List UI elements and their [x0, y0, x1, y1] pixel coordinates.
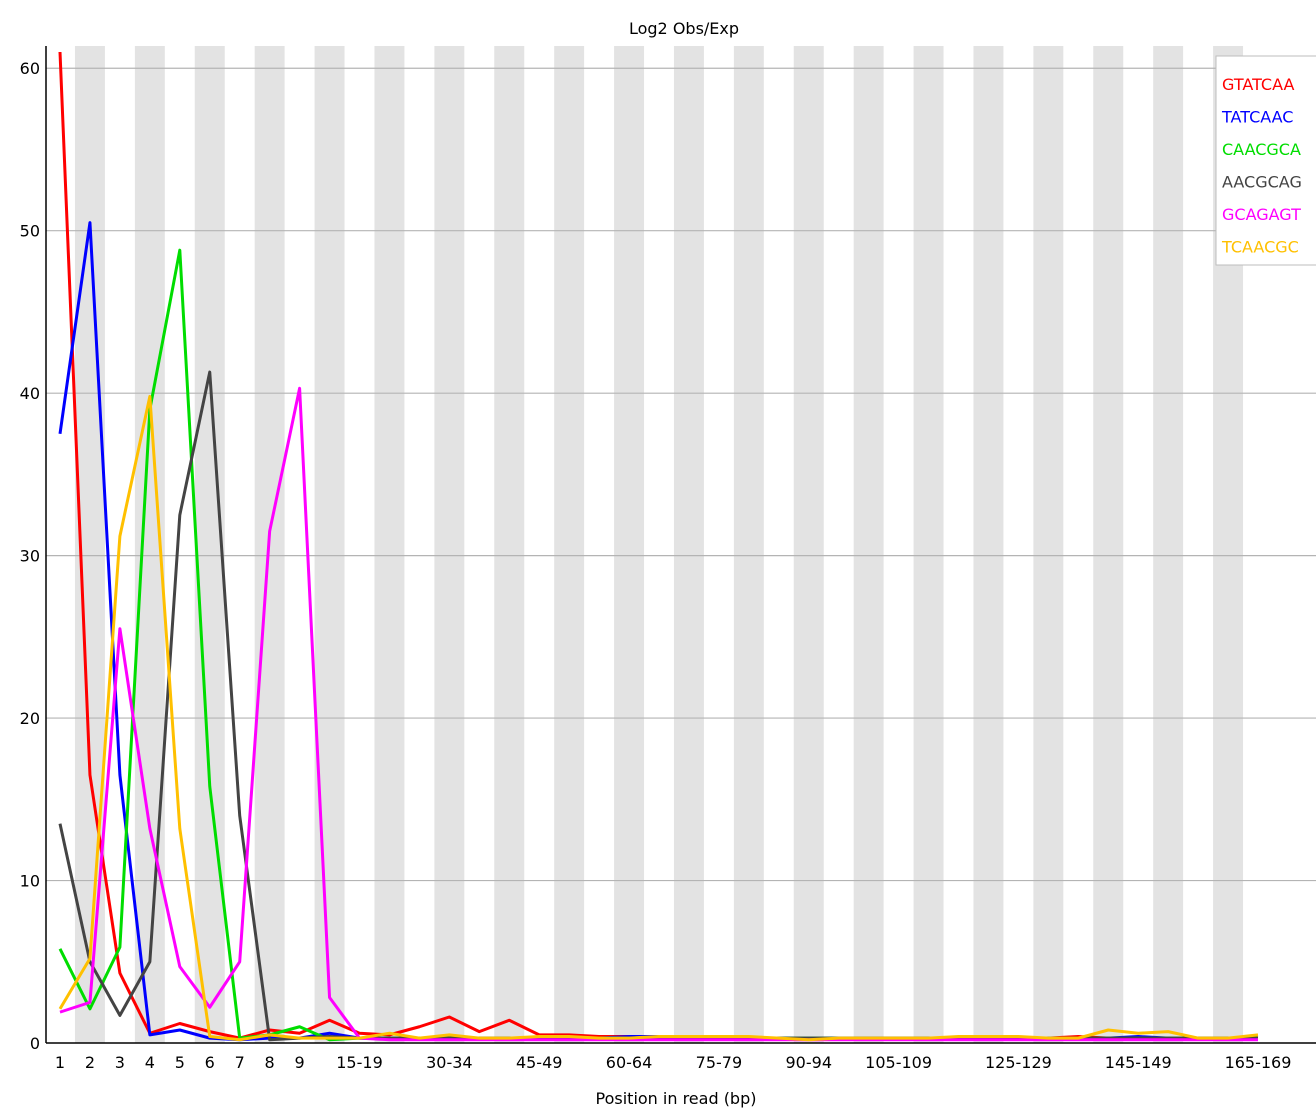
chart-title: Log2 Obs/Exp — [629, 19, 739, 38]
y-tick-label: 10 — [20, 872, 40, 891]
axes: 0 10 20 30 40 50 60 1 2 3 4 5 6 7 8 9 15-19 30-34 45-49 60-… — [20, 46, 1316, 1072]
x-tick-label: 90-94 — [786, 1053, 833, 1072]
x-tick-label: 4 — [145, 1053, 155, 1072]
x-tick-label: 8 — [265, 1053, 275, 1072]
column-band — [733, 46, 764, 1043]
y-tick-label: 20 — [20, 709, 40, 728]
y-tick-label: 0 — [30, 1034, 40, 1053]
series-line — [58, 221, 1258, 1042]
x-tick-label: 30-34 — [426, 1053, 473, 1072]
x-tick-label: 6 — [205, 1053, 215, 1072]
column-band — [673, 46, 704, 1043]
x-tick-label: 1 — [55, 1053, 65, 1072]
legend-entry: GCAGAGT — [1222, 205, 1301, 224]
series-lines — [58, 51, 1259, 1042]
y-tick-label: 30 — [20, 547, 40, 566]
column-band — [913, 46, 944, 1043]
y-tick-label: 50 — [20, 222, 40, 241]
column-band — [1093, 46, 1124, 1043]
legend-entry: AACGCAG — [1222, 173, 1302, 192]
x-tick-label: 105-109 — [865, 1053, 932, 1072]
legend-entry: GTATCAA — [1222, 75, 1294, 94]
column-band — [973, 46, 1004, 1043]
column-band — [434, 46, 465, 1043]
x-tick-label: 2 — [85, 1053, 95, 1072]
legend: GTATCAA TATCAAC CAACGCA AACGCAG GCAGAGT TCAAC… — [1215, 55, 1316, 266]
series-line — [58, 51, 1258, 1040]
column-band — [554, 46, 585, 1043]
x-tick-label: 3 — [115, 1053, 125, 1072]
column-band — [494, 46, 525, 1043]
legend-entry: CAACGCA — [1222, 140, 1301, 159]
column-band — [1153, 46, 1184, 1043]
x-tick-label: 7 — [235, 1053, 245, 1072]
column-band — [1033, 46, 1064, 1043]
legend-box — [1215, 55, 1316, 266]
x-tick-label: 15-19 — [336, 1053, 383, 1072]
x-tick-label: 125-129 — [985, 1053, 1052, 1072]
column-band — [614, 46, 645, 1043]
x-axis-label: Position in read (bp) — [596, 1089, 757, 1108]
series-line — [58, 370, 1258, 1042]
column-band — [314, 46, 345, 1043]
x-tick-label: 60-64 — [606, 1053, 653, 1072]
y-tick-label: 60 — [20, 59, 40, 78]
column-band — [374, 46, 405, 1043]
legend-entry: TCAACGC — [1221, 238, 1299, 257]
column-band — [793, 46, 824, 1043]
x-tick-label: 9 — [295, 1053, 305, 1072]
series-line — [59, 386, 1258, 1042]
y-tick-label: 40 — [20, 384, 40, 403]
series-line — [58, 248, 1258, 1042]
column-band — [853, 46, 884, 1043]
x-tick-label: 145-149 — [1105, 1053, 1172, 1072]
legend-entry: TATCAAC — [1221, 108, 1293, 127]
x-tick-label: 45-49 — [516, 1053, 563, 1072]
x-tick-label: 5 — [175, 1053, 185, 1072]
x-tick-label: 75-79 — [696, 1053, 743, 1072]
x-tick-label: 165-169 — [1225, 1053, 1292, 1072]
series-line — [58, 394, 1259, 1042]
column-shading — [74, 46, 1244, 1043]
